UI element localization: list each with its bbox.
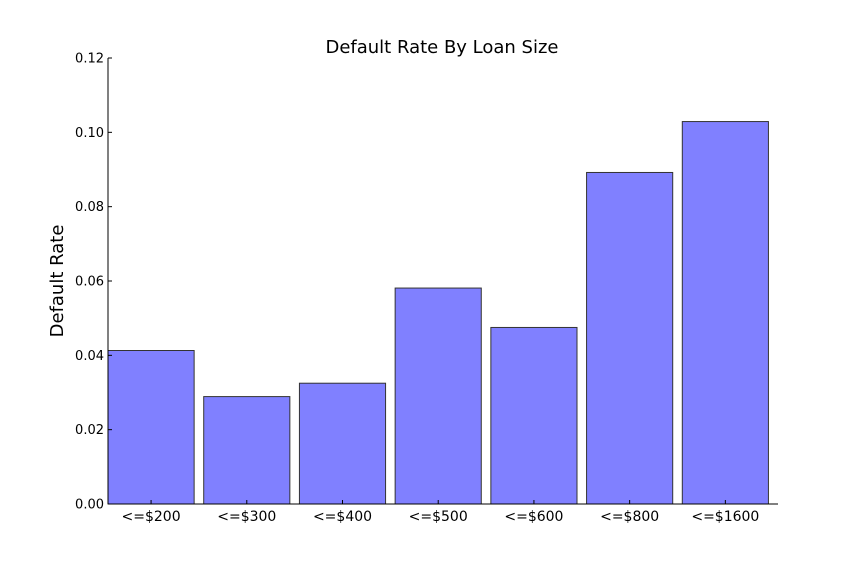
x-tick-label: <=$200 bbox=[122, 509, 181, 525]
bars-group bbox=[107, 121, 769, 505]
x-tick-label: <=$800 bbox=[600, 509, 659, 525]
x-tick-label: <=$1600 bbox=[691, 509, 759, 525]
bar-2 bbox=[203, 396, 291, 505]
bar-5 bbox=[490, 326, 578, 505]
y-axis-label: Default Rate bbox=[47, 225, 68, 338]
y-tick-label: 0.04 bbox=[75, 349, 104, 364]
bar-6 bbox=[586, 171, 674, 505]
chart-title: Default Rate By Loan Size bbox=[325, 37, 558, 58]
x-tick-label: <=$400 bbox=[313, 509, 372, 525]
x-tick-label: <=$300 bbox=[217, 509, 276, 525]
x-tick-label: <=$500 bbox=[409, 509, 468, 525]
bar-4 bbox=[394, 287, 482, 505]
y-tick-label: 0.10 bbox=[75, 126, 104, 141]
x-ticks-group: <=$200 <=$300 <=$400 <=$500 <=$600 <=$800 <=$1… bbox=[122, 500, 759, 525]
y-tick-label: 0.08 bbox=[75, 200, 104, 215]
x-tick-label: <=$600 bbox=[504, 509, 563, 525]
bar-3 bbox=[298, 382, 387, 505]
y-tick-label: 0.12 bbox=[75, 52, 104, 67]
y-tick-label: 0.02 bbox=[75, 423, 104, 438]
y-ticks-group: 0.00 0.02 0.04 0.06 0.08 0.10 0.12 bbox=[75, 52, 112, 513]
bar-7 bbox=[681, 121, 769, 505]
y-tick-label: 0.06 bbox=[75, 275, 104, 290]
y-tick-label: 0.00 bbox=[75, 498, 104, 513]
bar-1 bbox=[107, 350, 195, 505]
